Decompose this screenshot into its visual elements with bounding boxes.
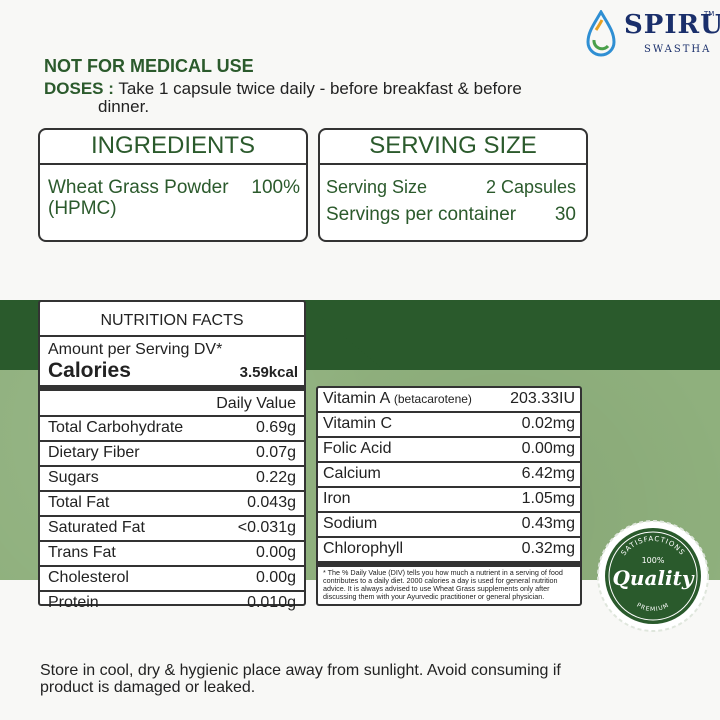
nutrition-row: Sugars 0.22g — [40, 467, 304, 492]
nutrient-label: Cholesterol — [48, 569, 129, 586]
nutrient-value: 0.043g — [247, 494, 296, 511]
servings-per-value: 30 — [554, 204, 576, 225]
vitamin-row: Folic Acid 0.00mg — [318, 438, 580, 463]
vitamin-label: Vitamin C — [323, 415, 393, 432]
storage-note: Store in cool, dry & hygienic place away… — [40, 662, 561, 696]
vitamin-value: 0.43mg — [521, 515, 575, 532]
nutrient-label: Protein — [48, 594, 99, 611]
serving-size-value: 2 Capsules — [485, 177, 576, 197]
vitamins-table: Vitamin A (betacarotene) 203.33IU Vitamin … — [316, 386, 582, 606]
serving-title: SERVING SIZE — [320, 130, 586, 165]
brand-tm: TM — [704, 10, 715, 18]
nutrition-row: Saturated Fat <0.031g — [40, 517, 304, 542]
doses-text: DOSES : Take 1 capsule twice daily - bef… — [44, 80, 564, 116]
vitamin-row: Vitamin A (betacarotene) 203.33IU — [318, 388, 580, 413]
vitamin-label: Sodium — [323, 515, 378, 532]
calories-row: Calories 3.59kcal — [40, 359, 304, 391]
calories-value: 3.59kcal — [239, 364, 298, 381]
serving-box: SERVING SIZE Serving Size 2 Capsules Ser… — [318, 128, 588, 242]
vitamin-label-group: Folic Acid — [323, 440, 391, 459]
vitamin-label-group: Chlorophyll — [323, 540, 403, 559]
vitamin-value: 1.05mg — [521, 490, 575, 507]
nutrition-row: Cholesterol 0.00g — [40, 567, 304, 592]
ingredient-row: Wheat Grass Powder 100% — [40, 165, 306, 198]
nutrient-label: Dietary Fiber — [48, 444, 140, 461]
vitamin-value: 0.32mg — [521, 540, 575, 557]
servings-per-label: Servings per container — [326, 204, 517, 225]
vitamin-label-group: Vitamin C — [323, 415, 392, 434]
vitamin-label-group: Vitamin A (betacarotene) — [323, 390, 472, 409]
vitamin-value: 6.42mg — [521, 465, 575, 482]
nutrition-row: Protein 0.010g — [40, 592, 304, 617]
quality-seal-icon: SATISFACTIONS 100% Quality PREMIUM — [597, 520, 709, 632]
nutrient-value: 0.00g — [255, 544, 296, 561]
vitamin-label: Vitamin A — [323, 390, 390, 407]
brand-logo: SPIRU TM SWASTHA — [584, 6, 720, 64]
vitamin-note: (betacarotene) — [393, 392, 472, 406]
seal-main: Quality — [613, 566, 695, 590]
nutrition-row: Trans Fat 0.00g — [40, 542, 304, 567]
vitamin-row: Iron 1.05mg — [318, 488, 580, 513]
vitamin-row: Vitamin C 0.02mg — [318, 413, 580, 438]
vitamin-value: 203.33IU — [510, 390, 575, 407]
nutrient-label: Total Fat — [48, 494, 110, 511]
amount-per-serving: Amount per Serving DV* — [48, 341, 223, 358]
nutrition-title: NUTRITION FACTS — [40, 302, 304, 337]
vitamin-label: Iron — [323, 490, 351, 507]
dv-footnote: * The % Daily Value (DIV) tells you how … — [323, 568, 563, 601]
nutrition-row: Total Fat 0.043g — [40, 492, 304, 517]
serving-size-row: Serving Size 2 Capsules — [320, 165, 586, 198]
medical-notice: NOT FOR MEDICAL USE — [44, 56, 254, 76]
vitamin-label: Folic Acid — [323, 440, 392, 457]
doses-line2: dinner. — [98, 97, 150, 116]
servings-per-row: Servings per container 30 — [320, 198, 586, 226]
vitamin-label-group: Sodium — [323, 515, 377, 534]
calories-label: Calories — [48, 359, 131, 382]
nutrient-label: Saturated Fat — [48, 519, 145, 536]
ingredient-name: Wheat Grass Powder — [48, 177, 229, 198]
nutrient-value: 0.010g — [247, 594, 296, 611]
brand-name: SPIRU — [624, 10, 720, 40]
nutrient-value: 0.69g — [255, 419, 296, 436]
nutrient-value: 0.22g — [255, 469, 296, 486]
doses-label: DOSES : — [44, 79, 114, 98]
vitamin-label: Calcium — [323, 465, 381, 482]
nutrient-value: <0.031g — [237, 519, 296, 536]
nutrition-row: Dietary Fiber 0.07g — [40, 442, 304, 467]
nutrient-label: Sugars — [48, 469, 99, 486]
vitamin-row: Calcium 6.42mg — [318, 463, 580, 488]
nutrient-label: Trans Fat — [48, 544, 116, 561]
vitamin-value: 0.02mg — [521, 415, 575, 432]
serving-size-label: Serving Size — [326, 177, 428, 197]
ingredients-title: INGREDIENTS — [40, 130, 306, 165]
daily-value-header: Daily Value — [40, 391, 304, 417]
vitamin-value: 0.00mg — [521, 440, 575, 457]
nutrient-value: 0.07g — [255, 444, 296, 461]
vitamin-row: Chlorophyll 0.32mg — [318, 538, 580, 567]
nutrition-facts-table: NUTRITION FACTS Amount per Serving DV* C… — [38, 300, 306, 611]
nutrient-label: Total Carbohydrate — [48, 419, 184, 436]
vitamin-label-group: Calcium — [323, 465, 381, 484]
nutrition-row: Total Carbohydrate 0.69g — [40, 417, 304, 442]
ingredient-sub: (HPMC) — [48, 198, 117, 219]
vitamin-row: Sodium 0.43mg — [318, 513, 580, 538]
vitamin-label: Chlorophyll — [323, 540, 404, 557]
seal-pct: 100% — [642, 556, 665, 565]
seal-bottom-text: PREMIUM — [635, 602, 670, 613]
doses-line1: Take 1 capsule twice daily - before brea… — [118, 79, 522, 98]
ingredients-box: INGREDIENTS Wheat Grass Powder 100% (HPM… — [38, 128, 308, 242]
drop-logo-icon — [586, 10, 616, 57]
ingredient-percent: 100% — [251, 177, 300, 198]
nutrient-value: 0.00g — [255, 569, 296, 586]
brand-sub: SWASTHA — [644, 44, 712, 55]
vitamin-label-group: Iron — [323, 490, 351, 509]
